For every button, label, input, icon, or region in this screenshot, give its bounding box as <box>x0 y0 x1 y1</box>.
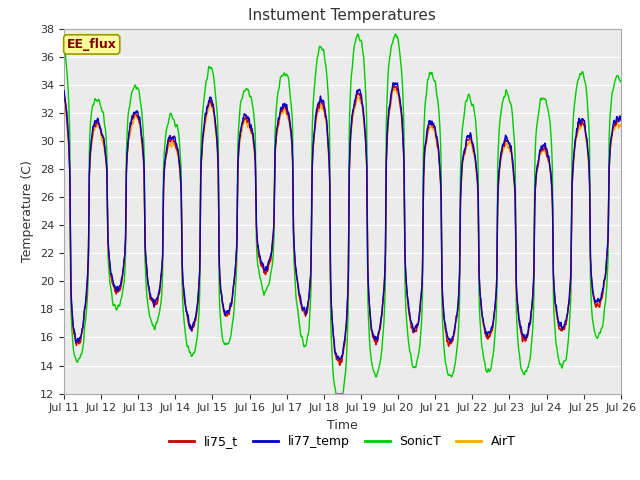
Y-axis label: Temperature (C): Temperature (C) <box>22 160 35 262</box>
Legend: li75_t, li77_temp, SonicT, AirT: li75_t, li77_temp, SonicT, AirT <box>164 430 521 453</box>
Text: EE_flux: EE_flux <box>67 38 116 51</box>
X-axis label: Time: Time <box>327 419 358 432</box>
Title: Instument Temperatures: Instument Temperatures <box>248 9 436 24</box>
